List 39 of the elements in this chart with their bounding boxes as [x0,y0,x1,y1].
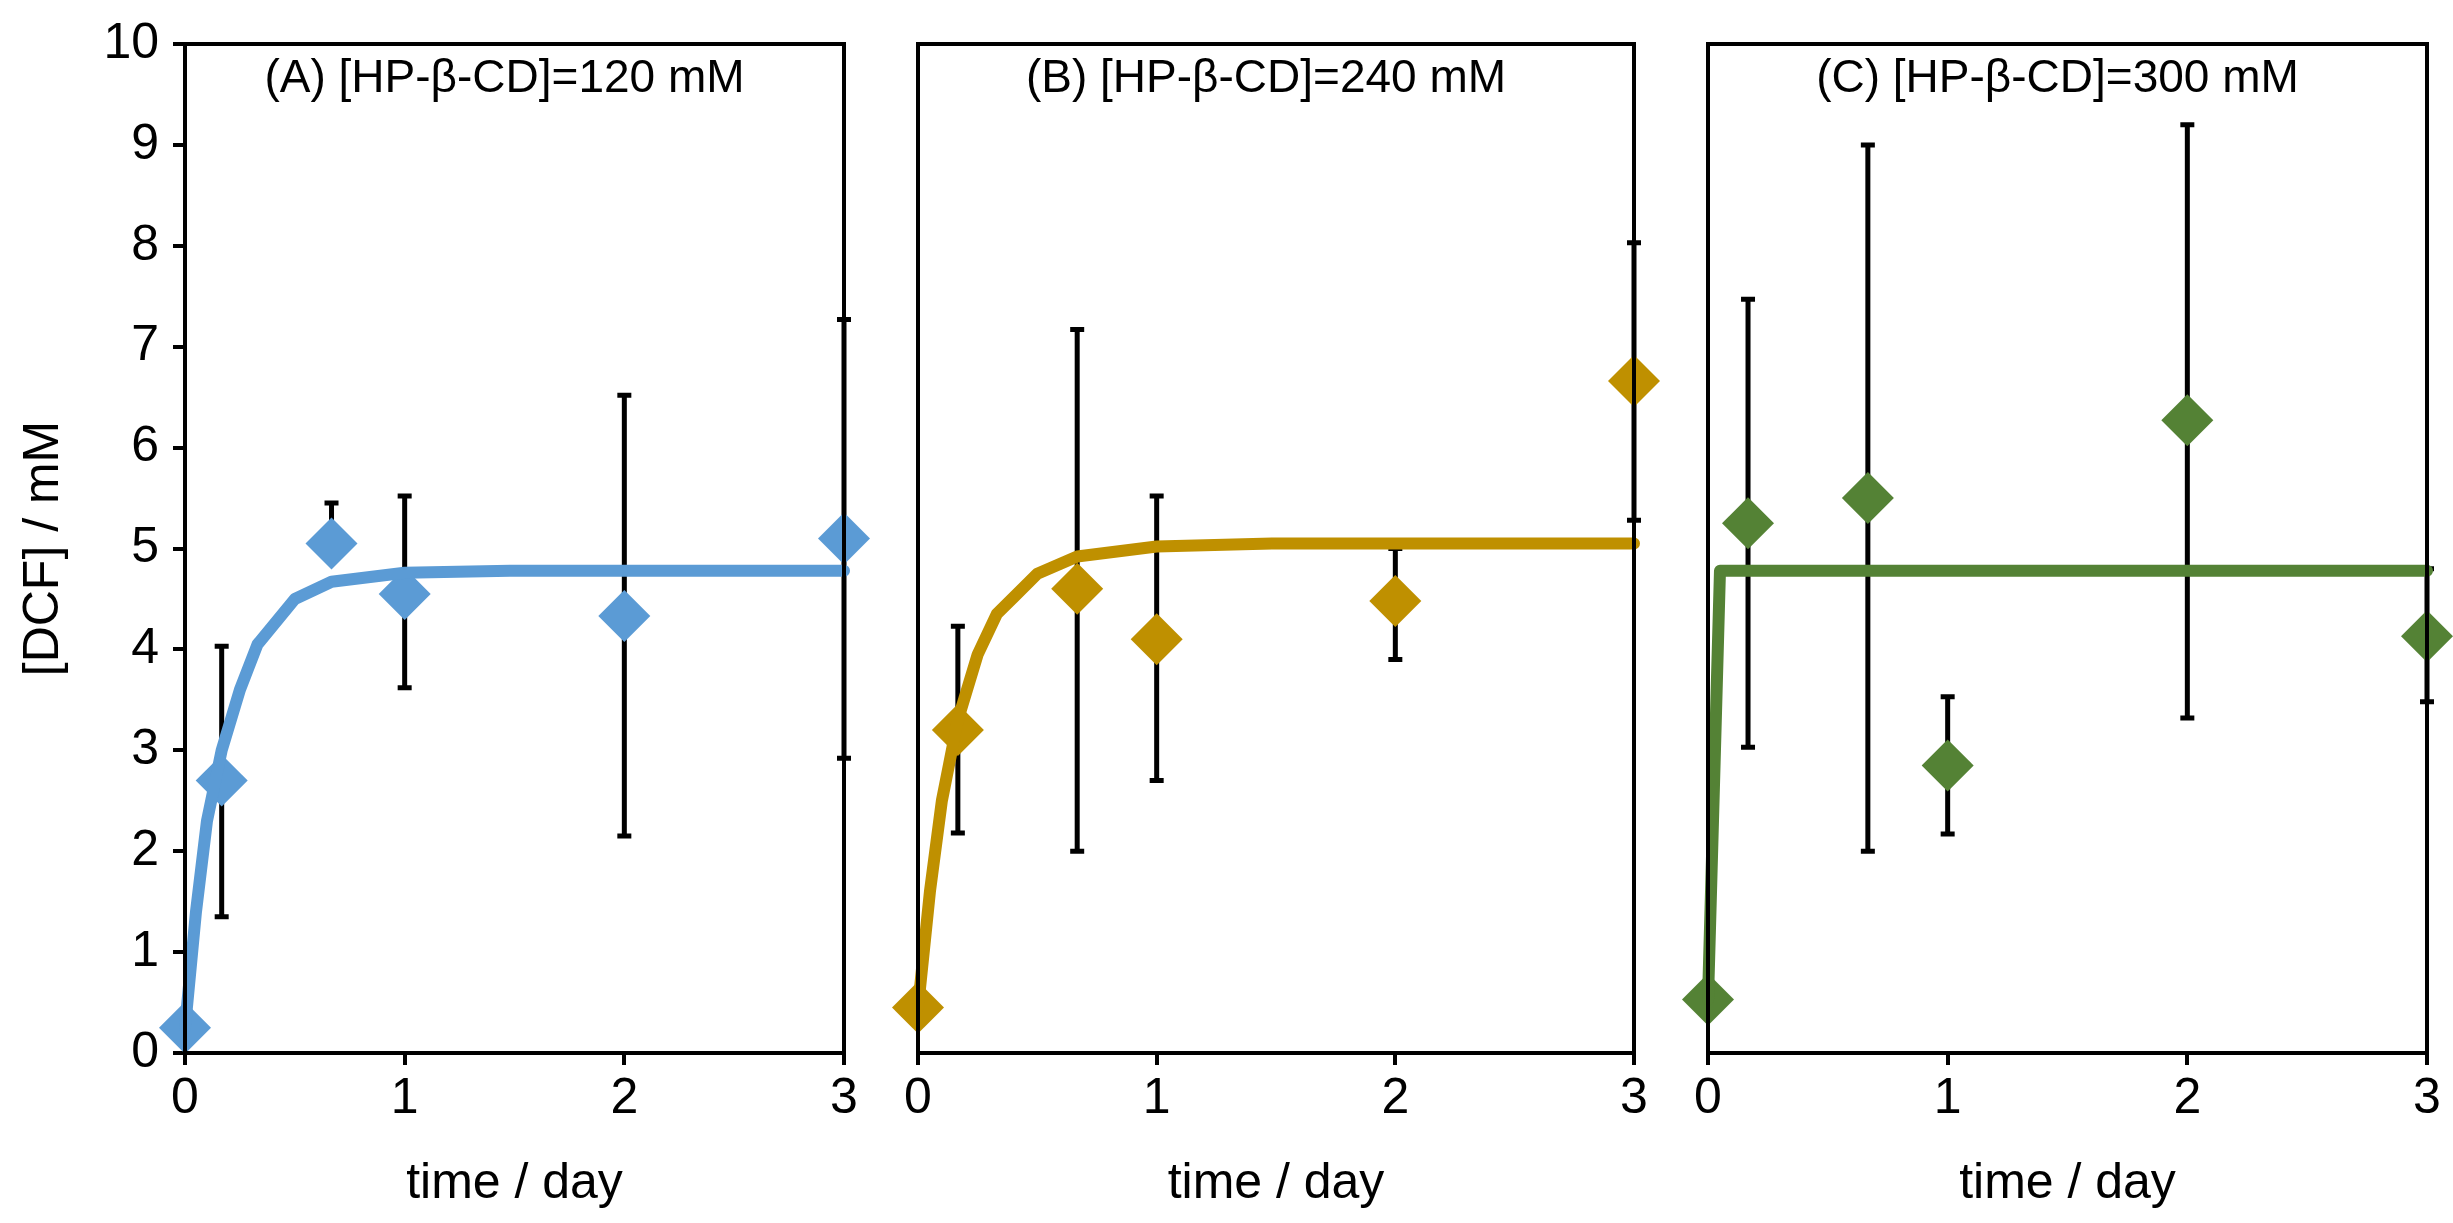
point [305,517,358,570]
x-tick-label: 2 [1381,1067,1410,1124]
chart-title: (B) [HP-β-CD]=240 mM [1025,49,1507,102]
chart-title: (C) [HP-β-CD]=300 mM [1816,49,2299,102]
y-tick-label: 5 [131,517,159,574]
point [1130,613,1183,666]
y-tick-label: 7 [131,315,159,372]
x-tick-label: 3 [2413,1067,2441,1124]
point [1722,497,1775,550]
x-tick-label: 0 [171,1067,199,1124]
x-axis-title: time / day [1959,1152,2176,1209]
x-tick-label: 0 [904,1067,932,1124]
y-tick-label: 6 [131,416,159,473]
y-tick-label: 1 [131,920,159,977]
chart-title: (A) [HP-β-CD]=120 mM [264,49,745,102]
point [1369,574,1422,627]
y-axis-title: [DCF] / mM [12,420,69,677]
y-tick-label: 0 [131,1021,159,1078]
x-tick-label: 1 [1142,1067,1171,1124]
point [2161,394,2214,447]
point [598,590,651,643]
x-tick-label: 2 [2173,1067,2202,1124]
x-tick-label: 1 [390,1067,419,1124]
x-axis-title: time / day [406,1152,623,1209]
x-tick-label: 1 [1933,1067,1962,1124]
point [1051,562,1104,615]
y-tick-label: 10 [103,12,159,69]
x-tick-label: 0 [1694,1067,1722,1124]
y-tick-label: 2 [131,819,159,876]
y-tick-label: 8 [131,214,159,271]
y-tick-label: 9 [131,113,159,170]
x-tick-label: 3 [830,1067,858,1124]
y-tick-label: 4 [131,618,159,675]
point [1841,472,1894,525]
y-tick-label: 3 [131,719,159,776]
x-axis-title: time / day [1167,1152,1385,1209]
point [1921,739,1974,792]
x-tick-label: 2 [610,1067,639,1124]
x-tick-label: 3 [1620,1067,1648,1124]
